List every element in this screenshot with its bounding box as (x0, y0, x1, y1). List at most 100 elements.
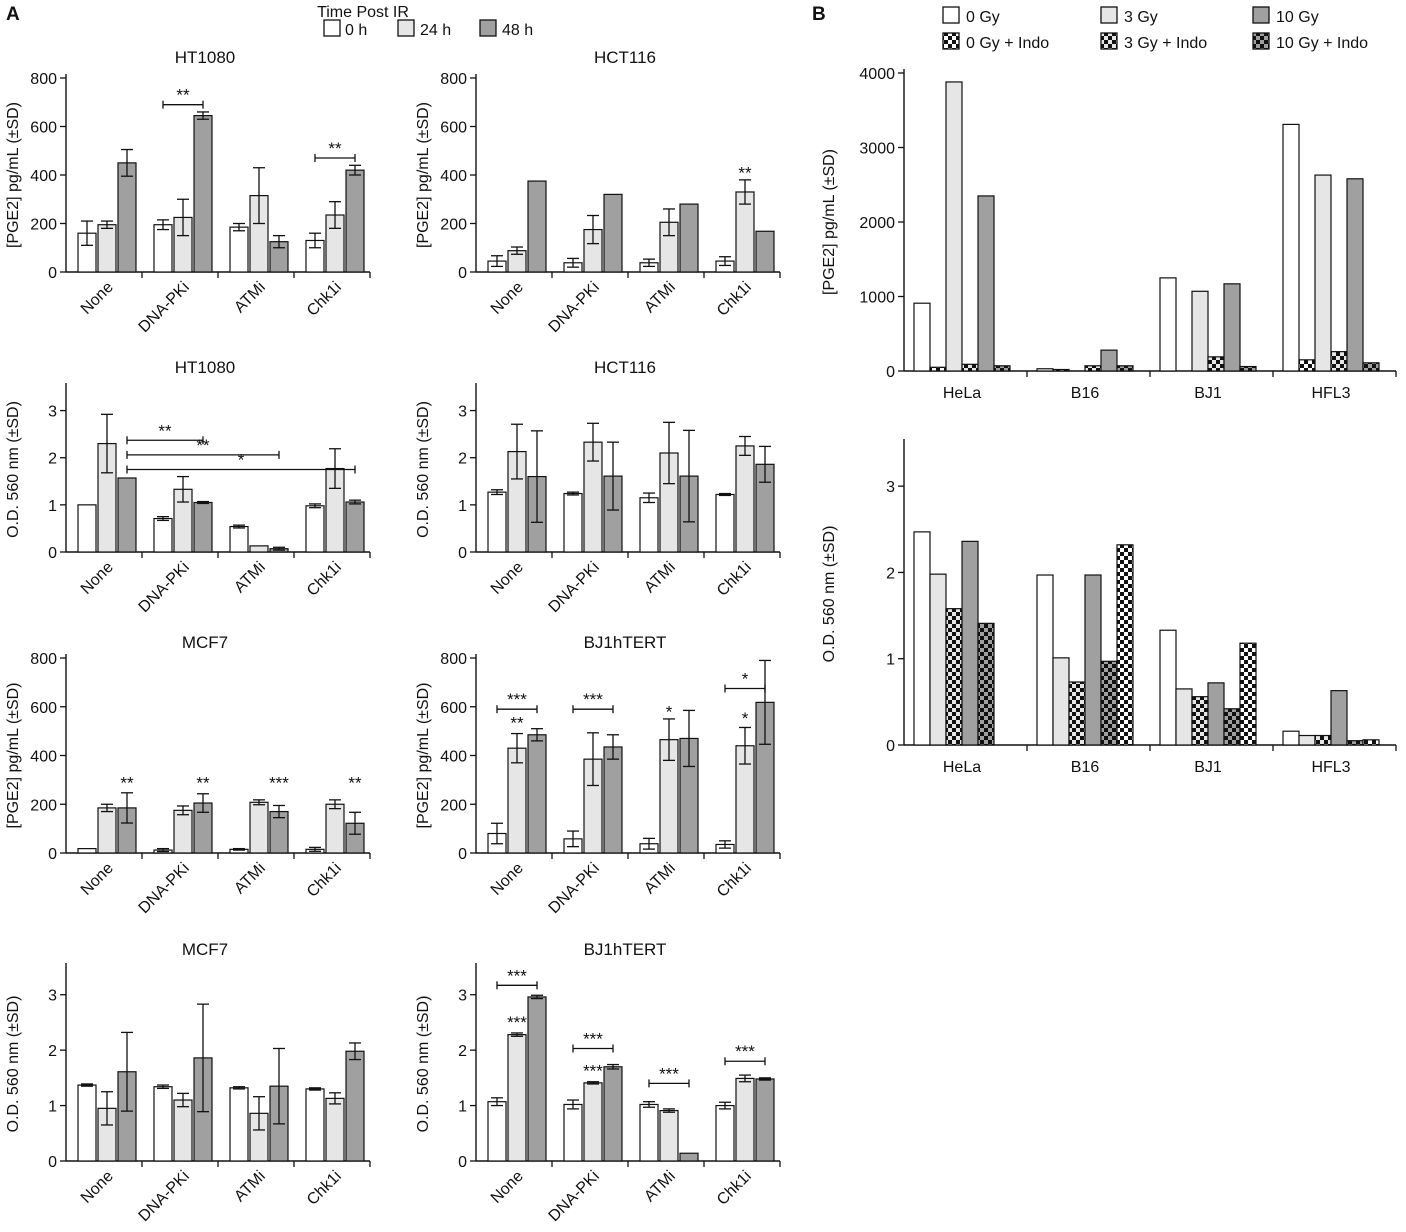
a3-category-label: DNA-PKi (136, 559, 193, 616)
a5-sig-star: ** (196, 773, 210, 792)
a1-ytick-label: 600 (30, 120, 57, 137)
b1-ytick-label: 2000 (859, 215, 895, 232)
a8-sig-label: *** (659, 1064, 679, 1083)
a3-bar-48-h (117, 477, 137, 553)
a1-sig-label: ** (328, 139, 342, 158)
a7-ytick-label: 2 (48, 1043, 57, 1060)
a4-bar-0-h (563, 492, 583, 553)
b1-bar-3-gy (1314, 174, 1332, 372)
b1-bar-0-gy-plus-indo (929, 366, 947, 372)
a6-sig-label: *** (583, 690, 603, 709)
panel-label-a: A (6, 4, 20, 25)
b2-bar-10-gy (1330, 690, 1348, 746)
a5-ytick-label: 0 (48, 846, 57, 863)
a8-ytick-label: 3 (458, 988, 467, 1005)
a2-sig-star: ** (738, 164, 752, 183)
b2-ytick-label: 0 (886, 738, 895, 755)
a2-bar-48-h (679, 203, 699, 273)
a7-category-label: Chk1i (304, 1168, 345, 1209)
a7-bar-0-h (153, 1086, 173, 1162)
b1-category-label: HFL3 (1311, 385, 1350, 402)
b1-ytick-label: 4000 (859, 66, 895, 83)
a1-ylabel: [PGE2] pg/mL (±SD) (5, 102, 22, 248)
legend-b-swatch-10gy (1252, 6, 1270, 24)
a4-ytick-label: 0 (458, 545, 467, 562)
b2-ytick-label: 1 (886, 652, 895, 669)
b2-bar-0-gy (913, 531, 931, 746)
a3-category-label: None (78, 559, 117, 598)
a6-ylabel: [PGE2] pg/mL (±SD) (415, 682, 432, 828)
b2-bar-10-gy (961, 540, 979, 746)
a6-bar-48-h (527, 734, 547, 854)
a4-category-label: None (488, 559, 527, 598)
b2-bar-3-gy-plus-indo (945, 608, 963, 746)
a8-bar-24-h (583, 1082, 603, 1162)
a8-category-label: ATMi (641, 1168, 679, 1206)
a8-ytick-label: 1 (458, 1099, 467, 1116)
a3-bar-48-h (345, 501, 365, 553)
a5-ytick-label: 800 (30, 651, 57, 668)
a4-bar-0-h (639, 497, 659, 553)
a3-ytick-label: 2 (48, 451, 57, 468)
a8-sig-label: *** (507, 966, 527, 985)
b1-bar-3-gy-plus-indo (961, 363, 979, 372)
b1-ylabel: [PGE2] pg/mL (±SD) (821, 149, 838, 295)
b2-ytick-label: 3 (886, 479, 895, 496)
a1-bar-48-h (345, 169, 365, 273)
a8-bar-24-h (659, 1109, 679, 1162)
a6-sig-star: * (742, 709, 749, 728)
a3-bar-0-h (305, 505, 325, 553)
b1-ytick-label: 0 (886, 364, 895, 381)
a5-sig-star: *** (269, 773, 289, 792)
a4-ylabel: O.D. 560 nm (±SD) (415, 401, 432, 538)
a3-sig-label: ** (158, 421, 172, 440)
b2-bar-0-gy (1282, 730, 1300, 746)
a3-ylabel: O.D. 560 nm (±SD) (5, 401, 22, 538)
a8-ylabel: O.D. 560 nm (±SD) (415, 996, 432, 1133)
b1-bar-3-gy-plus-indo (1330, 351, 1348, 372)
a1-bar-0-h (229, 226, 249, 273)
a8-bar-48-h (679, 1152, 699, 1162)
b2-bar-10-gy-plus-indo (1100, 660, 1118, 746)
a5-category-label: ATMi (231, 860, 269, 898)
a4-bar-0-h (487, 491, 507, 553)
b1-category-label: B16 (1071, 385, 1100, 402)
b1-bar-10-gy-plus-indo (1239, 365, 1257, 372)
a8-sig-star: *** (583, 1062, 603, 1081)
a6-category-label: DNA-PKi (546, 860, 603, 917)
a6-sig-label: * (742, 669, 749, 688)
a2-ytick-label: 600 (440, 120, 467, 137)
a5-ylabel: [PGE2] pg/mL (±SD) (5, 682, 22, 828)
a6-ytick-label: 600 (440, 700, 467, 717)
b2-bar-10-gy-plus-indo (977, 622, 995, 746)
legend-b-label-0gy-indo: 0 Gy + Indo (966, 35, 1049, 52)
a5-sig-star: ** (348, 773, 362, 792)
a7-bar-48-h (345, 1050, 365, 1162)
a5-category-label: Chk1i (304, 860, 345, 901)
legend-b-swatch-3gy (1100, 6, 1118, 24)
legend-b-label-3gy: 3 Gy (1124, 9, 1158, 26)
panel-label-b: B (812, 4, 826, 25)
b2-bar-3-gy-plus-indo (1314, 734, 1332, 746)
a1-bar-48-h (117, 162, 137, 273)
b1-bar-0-gy (1159, 277, 1177, 372)
a6-title: BJ1hTERT (584, 633, 667, 652)
a4-category-label: ATMi (641, 559, 679, 597)
a1-ytick-label: 800 (30, 71, 57, 88)
a4-category-label: DNA-PKi (546, 559, 603, 616)
a4-ytick-label: 3 (458, 404, 467, 421)
a4-bar-24-h (735, 445, 755, 553)
a8-ytick-label: 2 (458, 1043, 467, 1060)
b1-bar-3-gy-plus-indo (1084, 365, 1102, 372)
b1-bar-3-gy (1191, 290, 1209, 372)
a8-category-label: None (488, 1168, 527, 1207)
a8-title: BJ1hTERT (584, 940, 667, 959)
a8-bar-48-h (755, 1078, 775, 1162)
b2-bar-3-gy-plus-indo (1068, 681, 1086, 746)
a8-sig-label: *** (735, 1042, 755, 1061)
a8-sig-star: *** (507, 1013, 527, 1032)
a5-bar-0-h (77, 848, 97, 854)
a5-bar-24-h (97, 807, 117, 854)
a1-ytick-label: 0 (48, 265, 57, 282)
